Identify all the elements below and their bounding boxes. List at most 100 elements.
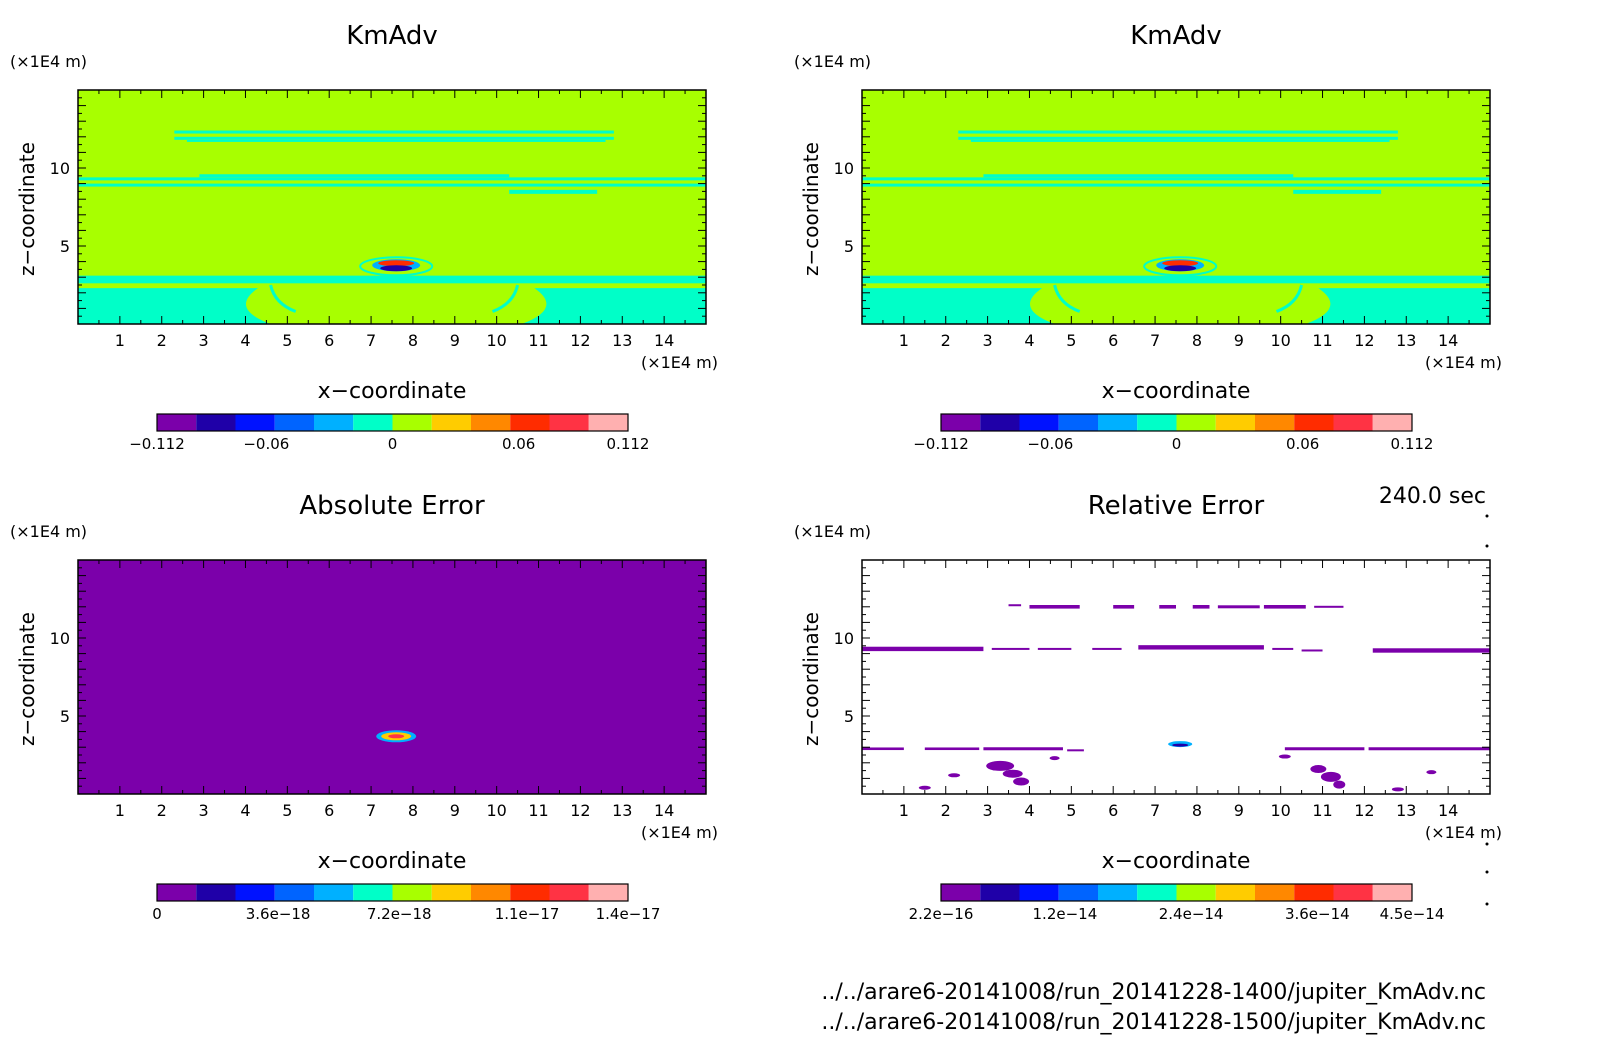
colorbar-swatch	[1255, 884, 1295, 901]
x-tick-label: 3	[199, 331, 209, 350]
colorbar-swatch	[471, 414, 511, 431]
x-tick-label: 5	[282, 801, 292, 820]
x-tick-label: 11	[1312, 331, 1332, 350]
band-z3	[78, 275, 706, 281]
dome-inner-right	[1275, 284, 1304, 313]
x-tick-label: 14	[1438, 801, 1458, 820]
colorbar-swatch	[588, 414, 628, 431]
file-path-2: ../../arare6-20141008/run_20141228-1500/…	[821, 1010, 1486, 1035]
x-axis-label: x−coordinate	[1102, 379, 1251, 404]
x-tick-label: 6	[1108, 801, 1118, 820]
error-contour-6	[1301, 649, 1323, 652]
colorbar-swatch	[510, 414, 550, 431]
colorbar-swatch	[1372, 414, 1412, 431]
time-label: 240.0 sec	[1378, 484, 1486, 509]
colorbar-swatch	[1176, 414, 1216, 431]
colorbar-swatch	[1137, 414, 1177, 431]
edge-dot	[1485, 842, 1489, 846]
x-tick-label: 2	[941, 331, 951, 350]
colorbar-swatch	[510, 884, 550, 901]
x-tick-label: 8	[1192, 331, 1202, 350]
x-tick-label: 10	[486, 801, 506, 820]
x-tick-label: 11	[528, 801, 548, 820]
x-unit: (×1E4 m)	[1425, 823, 1502, 842]
field-background	[862, 560, 1490, 794]
bubble-outer	[1143, 256, 1218, 277]
error-contour-11	[1159, 605, 1176, 609]
colorbar-swatch	[471, 884, 511, 901]
band-z12a	[958, 130, 1398, 134]
colorbar-swatch	[549, 414, 589, 431]
error-blob-9	[1391, 787, 1404, 792]
x-unit: (×1E4 m)	[641, 823, 718, 842]
y-tick-label: 5	[844, 707, 854, 726]
x-tick-label: 6	[1108, 331, 1118, 350]
colorbar-swatch	[1058, 884, 1098, 901]
x-tick-label: 2	[157, 331, 167, 350]
error-contour-3	[1092, 647, 1122, 650]
colorbar-label: 0.112	[607, 435, 650, 453]
colorbar-swatch	[1019, 414, 1059, 431]
colorbar-swatch	[1294, 884, 1334, 901]
colorbar-swatch	[392, 884, 432, 901]
colorbar-swatch	[196, 414, 236, 431]
colorbar-swatch	[431, 884, 471, 901]
colorbar-swatch	[157, 884, 197, 901]
x-tick-label: 14	[654, 331, 674, 350]
colorbar-label: 0	[388, 435, 398, 453]
error-blob-11	[1278, 754, 1291, 759]
file-path-1: ../../arare6-20141008/run_20141228-1400/…	[821, 980, 1486, 1005]
x-tick-label: 1	[899, 331, 909, 350]
colorbar-label: 0.06	[1286, 435, 1319, 453]
x-tick-label: 13	[1396, 801, 1416, 820]
colorbar-swatch	[980, 884, 1020, 901]
edge-dot	[1485, 514, 1489, 518]
band-z12b	[958, 136, 1398, 140]
x-tick-label: 1	[899, 801, 909, 820]
lower-band-left	[862, 288, 1055, 324]
colorbar-swatch	[980, 414, 1020, 431]
x-tick-label: 12	[1354, 801, 1374, 820]
colorbar-frame	[940, 413, 1413, 432]
x-tick-label: 7	[366, 331, 376, 350]
colorbar-swatch	[353, 414, 393, 431]
y-tick-label: 5	[60, 707, 70, 726]
y-axis-label: z−coordinate	[799, 142, 823, 276]
colorbar-label: −0.112	[129, 435, 185, 453]
band-z9c	[983, 174, 1294, 178]
x-tick-label: 12	[570, 331, 590, 350]
x-tick-label: 5	[282, 331, 292, 350]
error-contour-2	[1037, 647, 1072, 650]
x-tick-label: 9	[1234, 801, 1244, 820]
x-tick-label: 4	[240, 801, 250, 820]
error-blob-2	[1013, 777, 1030, 786]
error-blob-7	[918, 785, 931, 790]
colorbar-swatch	[392, 414, 432, 431]
error-contour-16	[862, 747, 904, 751]
colorbar-swatch	[1255, 414, 1295, 431]
chart-title: KmAdv	[1130, 21, 1222, 51]
colorbar-swatch	[941, 884, 981, 901]
x-tick-label: 11	[528, 331, 548, 350]
error-blob-10	[1049, 756, 1060, 761]
error-contour-15	[1314, 605, 1344, 608]
y-tick-label: 5	[844, 237, 854, 256]
x-tick-label: 4	[240, 331, 250, 350]
band-z9b	[862, 183, 1490, 187]
colorbar-label: 1.4e−17	[596, 905, 661, 923]
chart-title: Relative Error	[1088, 491, 1265, 521]
error-blob-6	[948, 773, 961, 778]
x-tick-label: 2	[941, 801, 951, 820]
colorbar-label: 0.112	[1391, 435, 1434, 453]
colorbar-swatch	[941, 414, 981, 431]
bubble-negative	[1164, 265, 1197, 272]
y-tick-label: 10	[50, 629, 70, 648]
error-contour-9	[1029, 605, 1080, 609]
colorbar-swatch	[549, 884, 589, 901]
error-blob-0	[986, 760, 1015, 771]
band-z9a	[78, 177, 706, 181]
x-tick-label: 13	[1396, 331, 1416, 350]
colorbar-swatch	[1176, 884, 1216, 901]
